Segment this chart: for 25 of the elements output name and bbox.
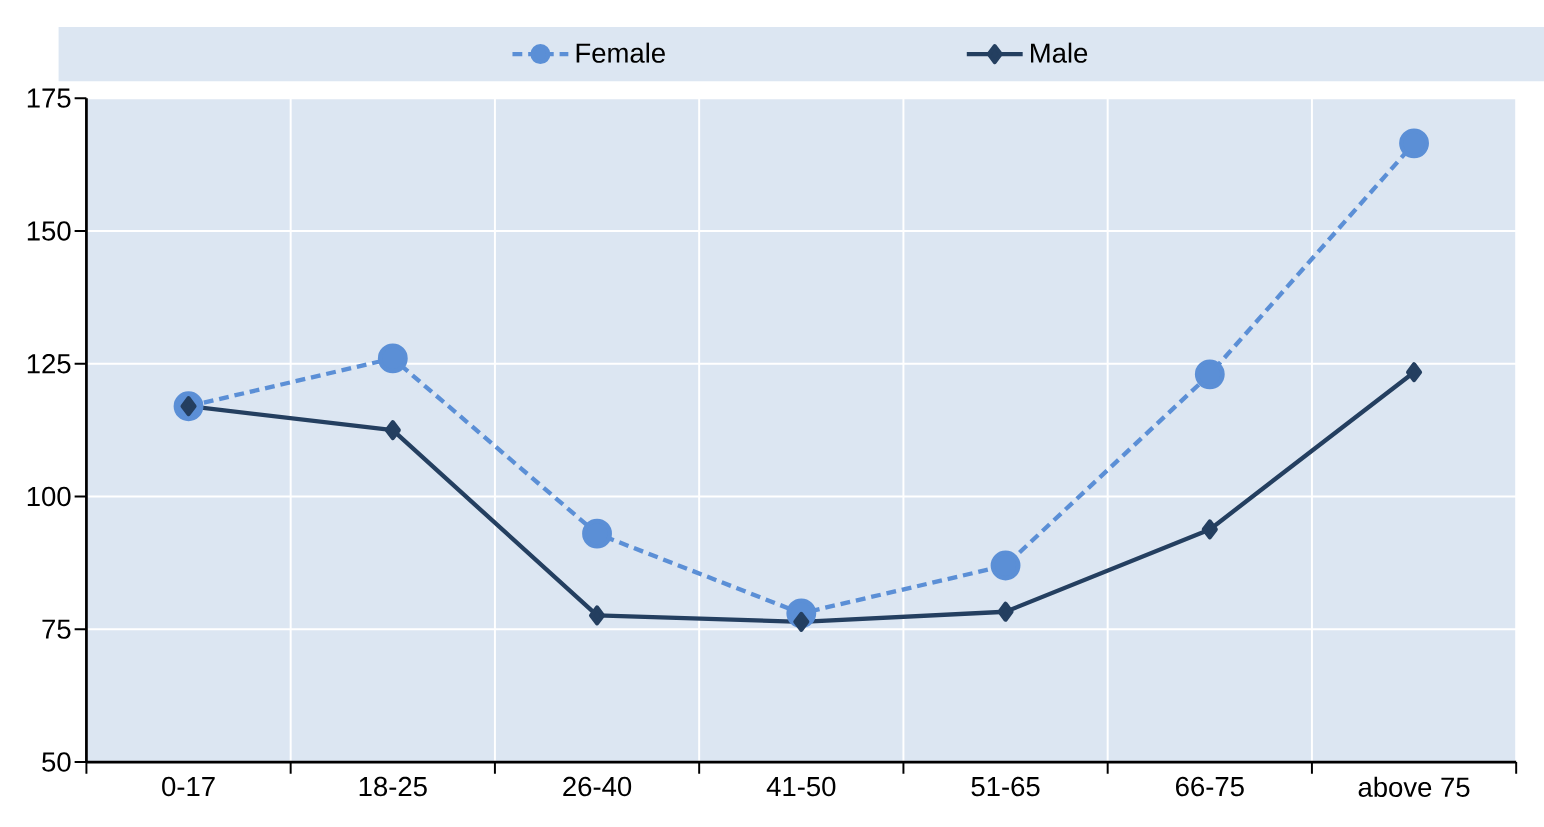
x-tick-label: 0-17: [162, 776, 215, 797]
point: [377, 343, 408, 374]
legend-label: Female: [576, 42, 665, 63]
point: [1194, 359, 1225, 390]
point: [990, 550, 1021, 581]
point: [1406, 362, 1423, 383]
y-tick-label: 100: [27, 486, 71, 507]
point: [1399, 128, 1429, 159]
y-tick-label: 175: [27, 88, 71, 108]
x-tick-label: above 75: [1358, 776, 1470, 798]
point: [582, 518, 612, 549]
y-tick-label: 50: [42, 752, 71, 772]
x-tick-label: 26-40: [563, 776, 632, 797]
x-tick-label: 66-75: [1176, 776, 1244, 797]
point: [384, 420, 401, 441]
point: [588, 605, 606, 626]
point: [1201, 519, 1218, 540]
y-tick-label: 150: [27, 221, 71, 241]
x-tick-label: 41-50: [766, 776, 836, 797]
x-tick-label: 51-65: [971, 776, 1040, 797]
point: [997, 601, 1014, 622]
y-tick-label: 75: [42, 619, 71, 639]
legend-label: Male: [1031, 42, 1088, 63]
y-tick-label: 125: [27, 354, 71, 374]
x-tick-label: 18-25: [359, 776, 427, 797]
